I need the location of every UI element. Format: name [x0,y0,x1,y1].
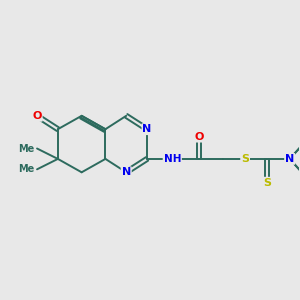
Text: O: O [32,111,42,121]
Text: Me: Me [18,143,35,154]
Text: N: N [122,167,131,177]
Text: S: S [241,154,249,164]
Text: NH: NH [164,154,181,164]
Text: S: S [263,178,272,188]
Text: Me: Me [18,164,35,174]
Text: N: N [285,154,294,164]
Text: N: N [142,124,152,134]
Text: O: O [194,132,204,142]
